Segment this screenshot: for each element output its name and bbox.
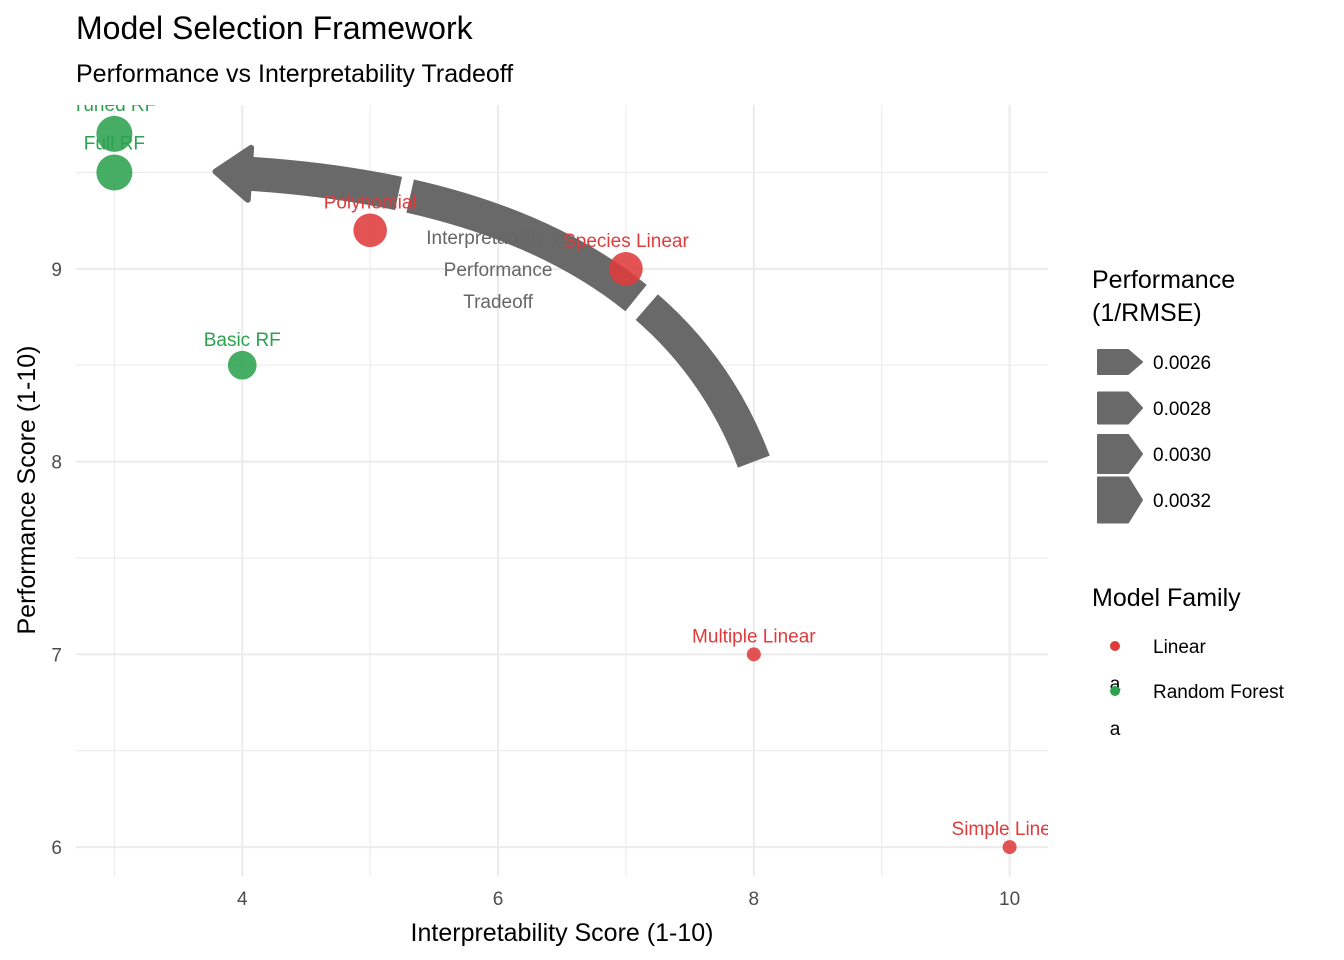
size-legend-title: Performance bbox=[1092, 266, 1235, 294]
annotation-line: Interpretability vs bbox=[426, 228, 570, 249]
x-axis-title: Interpretability Score (1-10) bbox=[411, 919, 714, 947]
data-point bbox=[353, 213, 387, 248]
size-legend-title: (1/RMSE) bbox=[1092, 299, 1202, 327]
color-legend-title: Model Family bbox=[1092, 584, 1241, 612]
point-label: Tuned RF bbox=[72, 95, 156, 116]
tradeoff-arrow-layer bbox=[212, 144, 770, 468]
chart-title: Model Selection Framework bbox=[76, 10, 474, 46]
data-point bbox=[1002, 840, 1017, 855]
data-point bbox=[96, 115, 133, 152]
data-point bbox=[227, 350, 257, 380]
color-legend-glyph: a bbox=[1110, 674, 1121, 695]
annotation-line: Tradeoff bbox=[463, 292, 533, 313]
color-legend-label: Random Forest bbox=[1153, 682, 1285, 703]
size-legend-key bbox=[1097, 391, 1143, 425]
size-legend-key bbox=[1097, 434, 1143, 474]
y-tick-label: 6 bbox=[51, 838, 62, 859]
data-point bbox=[746, 647, 761, 662]
chart-subtitle: Performance vs Interpretability Tradeoff bbox=[76, 60, 513, 88]
tradeoff-annotation: Interpretability vs Performance Tradeoff bbox=[426, 228, 570, 313]
point-label: Basic RF bbox=[204, 330, 281, 351]
point-labels: Polynomial Species Linear Multiple Linear S… bbox=[72, 95, 1069, 840]
size-legend-label: 0.0026 bbox=[1153, 353, 1211, 374]
point-label: Full RF bbox=[84, 133, 145, 154]
size-legend-label: 0.0032 bbox=[1153, 491, 1211, 512]
color-legend-label: Linear bbox=[1153, 637, 1206, 658]
data-point bbox=[96, 154, 133, 191]
x-tick-label: 8 bbox=[749, 889, 760, 910]
point-label: Species Linear bbox=[563, 231, 689, 252]
size-legend-key bbox=[1097, 349, 1143, 375]
data-points bbox=[96, 115, 1017, 855]
y-tick-label: 7 bbox=[51, 645, 62, 666]
legend: Performance (1/RMSE) 0.0026 0.0028 0.0030 0.0… bbox=[1092, 266, 1285, 740]
point-label: Polynomial bbox=[324, 193, 417, 214]
color-legend-glyph: a bbox=[1110, 719, 1121, 740]
color-legend-key bbox=[1110, 641, 1120, 651]
size-legend-key bbox=[1097, 476, 1143, 524]
gridlines bbox=[76, 105, 1048, 876]
size-legend-label: 0.0028 bbox=[1153, 399, 1211, 420]
tradeoff-arrow-head bbox=[212, 144, 255, 203]
axis-ticks: 4 6 8 10 6 7 8 9 bbox=[51, 260, 1020, 910]
x-tick-label: 6 bbox=[493, 889, 504, 910]
size-legend-label: 0.0030 bbox=[1153, 445, 1211, 466]
data-point bbox=[609, 252, 643, 286]
point-label: Simple Linear bbox=[952, 819, 1069, 840]
tradeoff-arrow-shaft bbox=[248, 156, 770, 468]
point-label: Multiple Linear bbox=[692, 626, 816, 647]
color-legend-key bbox=[1110, 686, 1120, 696]
y-axis-title: Performance Score (1-10) bbox=[13, 345, 41, 634]
annotation-line: Performance bbox=[444, 260, 553, 281]
x-tick-label: 4 bbox=[237, 889, 248, 910]
y-tick-label: 9 bbox=[51, 260, 62, 281]
x-tick-label: 10 bbox=[999, 889, 1020, 910]
y-tick-label: 8 bbox=[51, 453, 62, 474]
